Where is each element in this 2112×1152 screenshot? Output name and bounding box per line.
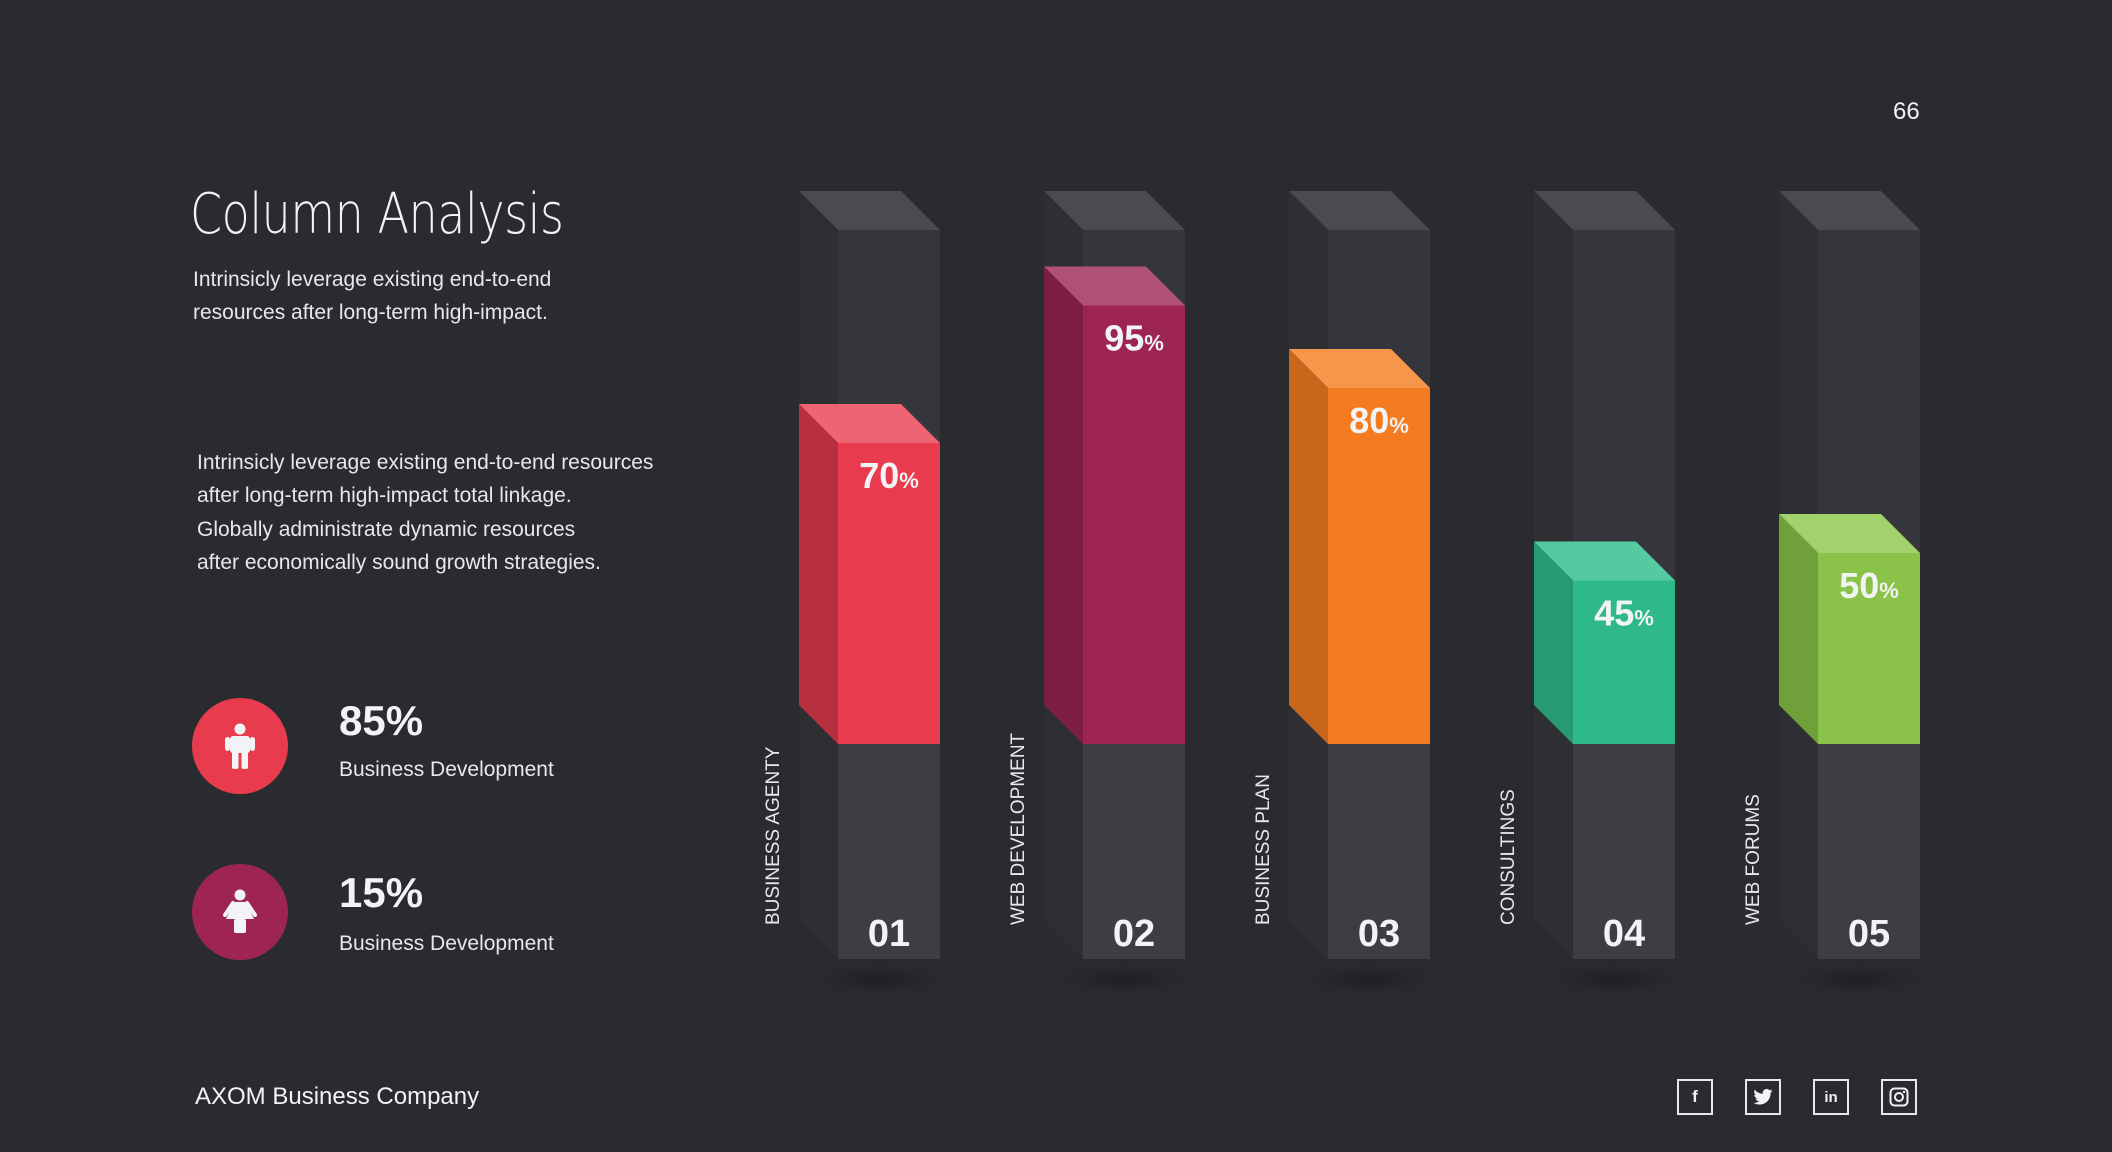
bar-front-face xyxy=(1328,388,1430,744)
column-base-face xyxy=(1818,744,1920,959)
category-label: CONSULTINGS xyxy=(1498,789,1519,925)
category-label: WEB FORUMS xyxy=(1743,794,1764,925)
bar-front-face xyxy=(838,443,940,744)
column-number: 02 xyxy=(1113,913,1155,955)
column-shadow xyxy=(1524,957,1704,1001)
bar-value-label: 50% xyxy=(1839,565,1899,606)
male-icon xyxy=(225,723,255,769)
bar-side-face xyxy=(799,404,838,744)
column-05: 50% 05 WEB FORUMS xyxy=(1743,191,1949,1001)
page-number: 66 xyxy=(1893,98,1920,125)
column-shadow xyxy=(1034,957,1214,1001)
female-icon xyxy=(223,889,257,933)
bar-front-face xyxy=(1573,580,1675,744)
bar-top-face xyxy=(799,404,940,443)
bar-top-face xyxy=(1289,349,1430,388)
column-shadow xyxy=(1769,957,1949,1001)
paragraph-line: Intrinsicly leverage existing end-to-end… xyxy=(197,451,654,474)
bar-value-unit: % xyxy=(1879,578,1899,603)
column-04: 45% 04 CONSULTINGS xyxy=(1498,191,1704,1001)
bar-front-face xyxy=(1818,553,1920,744)
page-title: Column Analysis xyxy=(190,182,564,247)
paragraph-line: after economically sound growth strategi… xyxy=(197,551,601,574)
column-shadow xyxy=(1279,957,1459,1001)
paragraph-line: after long-term high-impact total linkag… xyxy=(197,484,572,507)
female-stat-value: 15% xyxy=(339,869,424,916)
column-shadow xyxy=(789,957,969,1001)
column-base-face xyxy=(1573,744,1675,959)
bar-value-unit: % xyxy=(1634,606,1654,631)
female-stat-label: Business Development xyxy=(339,932,554,955)
male-stat-label: Business Development xyxy=(339,758,554,781)
bar-value-unit: % xyxy=(1389,413,1409,438)
category-label: WEB DEVELOPMENT xyxy=(1008,732,1029,925)
bar-side-face xyxy=(1289,349,1328,744)
male-stat-value: 85% xyxy=(339,697,424,744)
category-label: BUSINESS PLAN xyxy=(1253,774,1274,925)
twitter-icon[interactable] xyxy=(1745,1079,1781,1115)
bar-value-unit: % xyxy=(1144,331,1164,356)
male-stat-circle xyxy=(192,698,288,794)
bar-side-face xyxy=(1044,266,1083,744)
column-top-face xyxy=(1044,191,1185,230)
column-top-face xyxy=(1534,191,1675,230)
bar-top-face xyxy=(1534,541,1675,581)
bar-side-face xyxy=(1779,514,1818,744)
facebook-icon[interactable]: f xyxy=(1677,1079,1713,1115)
column-number: 05 xyxy=(1848,913,1890,955)
female-stat-circle xyxy=(192,864,288,960)
paragraph-line: Globally administrate dynamic resources xyxy=(197,518,576,541)
column-number: 01 xyxy=(868,913,910,955)
category-label: BUSINESS AGENTY xyxy=(763,746,784,925)
column-base-face xyxy=(838,744,940,959)
column-top-face xyxy=(799,191,940,230)
bar-value-unit: % xyxy=(899,468,919,493)
bar-front-face xyxy=(1083,305,1185,744)
column-top-face xyxy=(1779,191,1920,230)
subtitle-line: Intrinsicly leverage existing end-to-end xyxy=(193,268,552,291)
column-number: 03 xyxy=(1358,913,1400,955)
column-top-face xyxy=(1289,191,1430,230)
column-number: 04 xyxy=(1603,913,1645,955)
column-base-face xyxy=(1083,744,1185,959)
bar-value-label: 45% xyxy=(1594,593,1654,634)
bar-top-face xyxy=(1044,266,1185,306)
instagram-icon[interactable] xyxy=(1881,1079,1917,1115)
bar-top-face xyxy=(1779,514,1920,553)
bar-side-face xyxy=(1534,541,1573,744)
company-name: AXOM Business Company xyxy=(195,1083,480,1110)
subtitle-line: resources after long-term high-impact. xyxy=(193,301,548,324)
linkedin-icon[interactable]: in xyxy=(1813,1079,1849,1115)
column-base-face xyxy=(1328,744,1430,959)
